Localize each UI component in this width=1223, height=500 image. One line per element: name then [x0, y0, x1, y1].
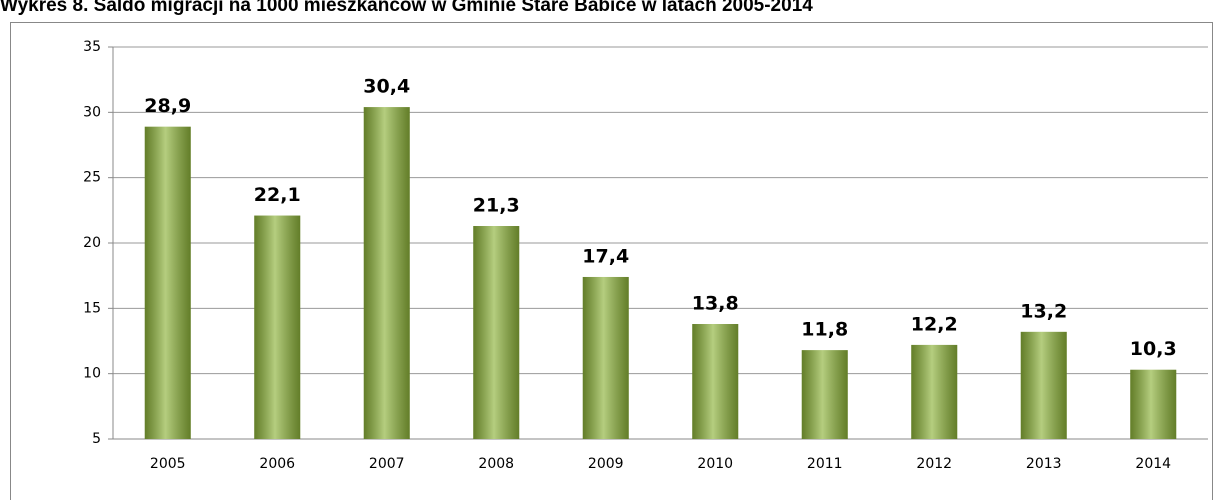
value-label: 13,8 — [692, 293, 739, 315]
x-tick-label: 2009 — [588, 456, 624, 472]
x-tick-label: 2012 — [916, 456, 952, 472]
y-tick-label: 10 — [83, 366, 101, 382]
value-label: 28,9 — [144, 95, 191, 117]
value-label: 10,3 — [1130, 338, 1177, 360]
y-tick-label: 20 — [83, 235, 101, 251]
x-tick-label: 2005 — [150, 456, 186, 472]
x-tick-label: 2013 — [1026, 456, 1062, 472]
bar-shine — [254, 215, 301, 439]
x-tick-label: 2006 — [259, 456, 295, 472]
chart-title: Wykres 8. Saldo migracji na 1000 mieszka… — [0, 0, 813, 16]
chart-frame — [10, 22, 1213, 500]
bar-shine — [801, 350, 848, 439]
bar-shine — [473, 226, 520, 439]
x-tick-label: 2014 — [1135, 456, 1171, 472]
y-tick-label: 25 — [83, 170, 101, 186]
x-tick-label: 2011 — [807, 456, 843, 472]
y-tick-label: 30 — [83, 104, 101, 120]
bar-shine — [1020, 331, 1067, 439]
bar-shine — [144, 126, 191, 439]
y-tick-label: 35 — [83, 39, 101, 55]
y-tick-label: 5 — [92, 431, 101, 447]
bar-shine — [911, 344, 958, 439]
value-label: 17,4 — [582, 245, 629, 267]
value-label: 21,3 — [473, 195, 520, 217]
value-label: 22,1 — [254, 184, 301, 206]
value-label: 11,8 — [801, 319, 848, 341]
value-label: 13,2 — [1020, 300, 1067, 322]
bar-shine — [363, 107, 410, 440]
x-tick-label: 2007 — [369, 456, 405, 472]
bar-shine — [582, 276, 629, 439]
bar-shine — [1130, 369, 1177, 439]
x-tick-label: 2008 — [478, 456, 514, 472]
bar-shine — [692, 324, 739, 439]
x-tick-label: 2010 — [697, 456, 733, 472]
value-label: 30,4 — [363, 76, 410, 98]
value-label: 12,2 — [911, 313, 958, 335]
y-tick-label: 15 — [83, 300, 101, 316]
